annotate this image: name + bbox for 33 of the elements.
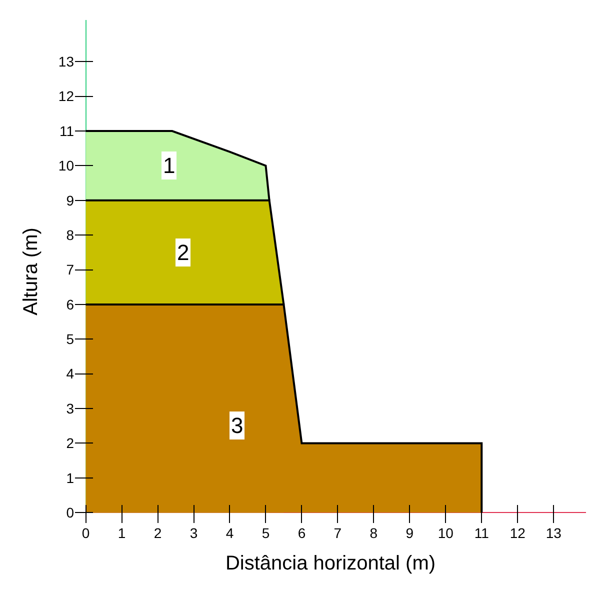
annotation: 2 — [177, 240, 190, 265]
x-tick-label: 13 — [546, 525, 562, 541]
y-tick-label: 5 — [66, 331, 74, 348]
y-tick-label: 3 — [66, 400, 74, 416]
x-tick-label: 9 — [406, 525, 414, 541]
y-tick-label: 0 — [66, 504, 74, 520]
annotation: 1 — [163, 153, 176, 178]
y-axis-title: Altura (m) — [20, 228, 42, 316]
annotation: 3 — [231, 413, 244, 438]
y-tick-label: 7 — [66, 262, 74, 278]
x-tick-label: 0 — [82, 525, 90, 541]
x-tick-label: 11 — [474, 525, 490, 541]
y-tick-label: 11 — [59, 122, 74, 139]
x-tick-label: 4 — [226, 525, 234, 541]
y-tick-label: 10 — [58, 158, 74, 174]
y-tick-label: 4 — [66, 366, 74, 382]
x-tick-label: 6 — [298, 525, 306, 541]
x-tick-label: 12 — [510, 525, 526, 541]
x-axis-title: Distância horizontal (m) — [225, 552, 436, 574]
y-tick-label: 6 — [66, 296, 74, 312]
y-tick-label: 13 — [58, 54, 74, 70]
y-tick-label: 12 — [58, 88, 74, 104]
y-tick-label: 2 — [66, 435, 74, 452]
y-tick-label: 8 — [66, 226, 74, 243]
x-tick-label: 1 — [118, 525, 126, 541]
x-tick-label: 2 — [154, 525, 162, 541]
x-tick-label: 8 — [370, 525, 378, 541]
x-tick-label: 3 — [190, 525, 198, 541]
y-tick-label: 1 — [66, 470, 74, 486]
x-tick-label: 7 — [334, 525, 342, 541]
y-tick-label: 9 — [66, 192, 74, 208]
x-tick-label: 10 — [438, 525, 454, 541]
x-tick-label: 5 — [262, 525, 270, 541]
